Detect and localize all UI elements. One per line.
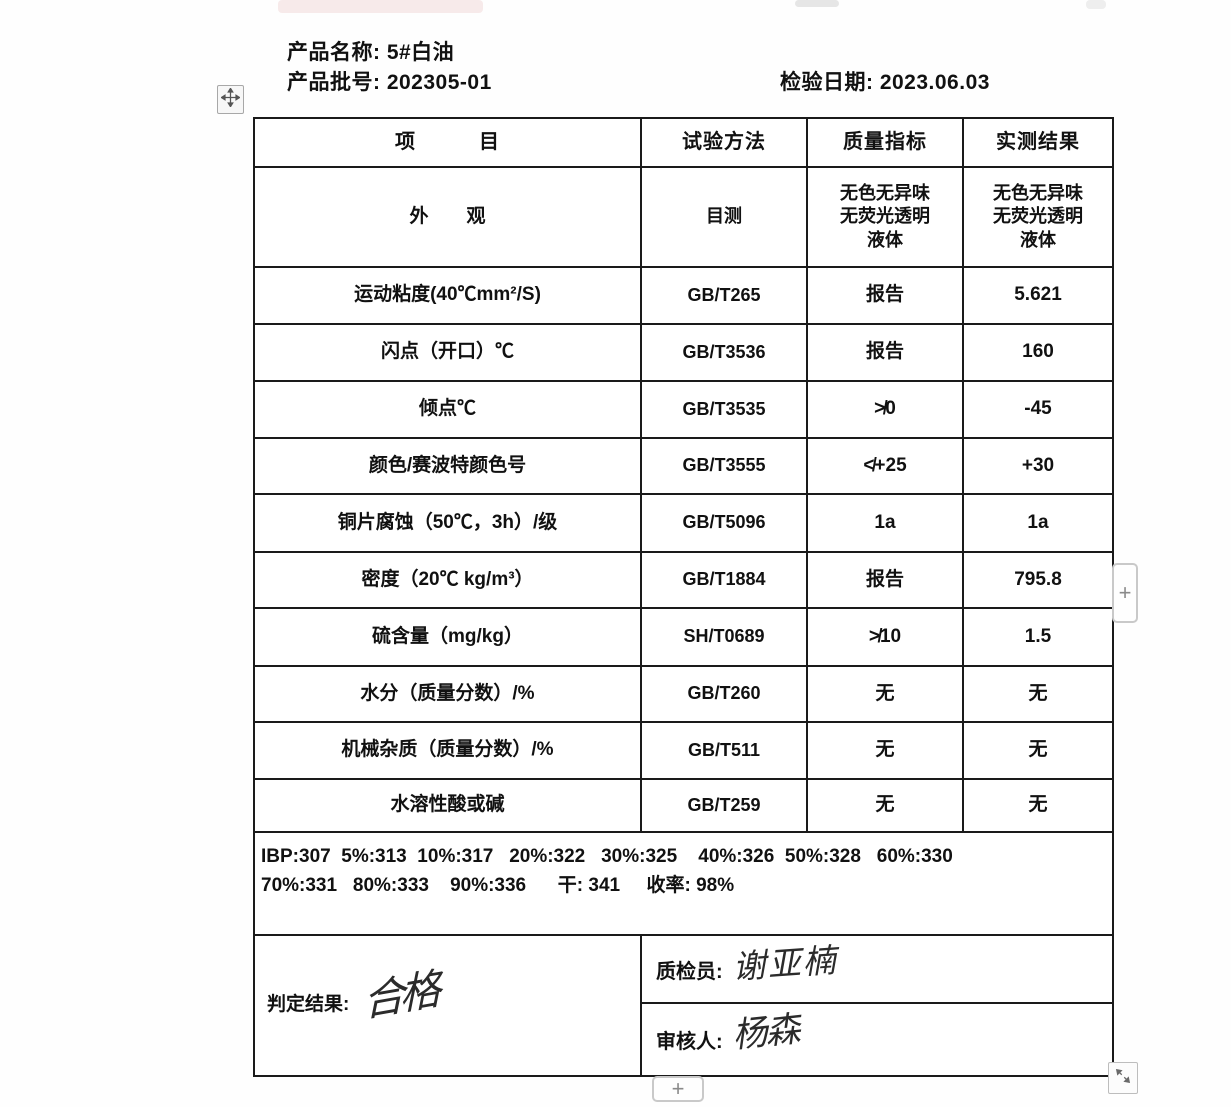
distillation-data: IBP:307 5%:313 10%:317 20%:322 30%:325 4…: [255, 833, 1112, 936]
inspector-signature: 谢亚楠: [731, 941, 839, 986]
header-cell-spec: 质量指标: [808, 119, 964, 168]
inspector-cell: 质检员: 谢亚楠: [642, 936, 1112, 1004]
verdict-signature: 合格: [362, 964, 438, 1026]
cell-result: 无: [964, 667, 1112, 723]
cell-spec: ≮+25: [808, 439, 964, 495]
header-cell-result: 实测结果: [964, 119, 1112, 168]
qc-table: 项 目 试验方法 质量指标 实测结果 外 观 目测 无色无异味 无荧光透明 液体…: [253, 117, 1114, 1077]
insert-row-button[interactable]: +: [1112, 563, 1138, 623]
header-cell-method: 试验方法: [642, 119, 808, 168]
cell-item: 倾点℃: [255, 382, 642, 439]
cell-result: 1.5: [964, 609, 1112, 667]
product-name: 产品名称: 5#白油: [287, 41, 455, 64]
product-batch: 产品批号: 202305-01: [287, 71, 492, 94]
cell-spec: 无: [808, 723, 964, 780]
cell-item: 水溶性酸或碱: [255, 780, 642, 833]
cell-item: 密度（20℃ kg/m³）: [255, 553, 642, 609]
reviewer-label: 审核人:: [656, 1031, 723, 1053]
cell-spec: 1a: [808, 495, 964, 553]
cell-method: GB/T3555: [642, 439, 808, 495]
cell-method: GB/T259: [642, 780, 808, 833]
cell-result: 160: [964, 325, 1112, 382]
cell-method: GB/T1884: [642, 553, 808, 609]
cell-item: 机械杂质（质量分数）/%: [255, 723, 642, 780]
cell-spec: 无色无异味 无荧光透明 液体: [808, 168, 964, 268]
cell-spec: 报告: [808, 268, 964, 325]
cell-item: 运动粘度(40℃mm²/S): [255, 268, 642, 325]
cell-result: +30: [964, 439, 1112, 495]
cell-item: 颜色/赛波特颜色号: [255, 439, 642, 495]
scan-smudge: [1086, 0, 1106, 9]
insert-column-button[interactable]: +: [652, 1076, 704, 1102]
cell-item: 硫含量（mg/kg）: [255, 609, 642, 667]
cell-result: 1a: [964, 495, 1112, 553]
cell-item: 闪点（开口）℃: [255, 325, 642, 382]
cell-result: 无: [964, 780, 1112, 833]
cell-method: 目测: [642, 168, 808, 268]
cell-result: 795.8: [964, 553, 1112, 609]
inspector-label: 质检员:: [656, 960, 723, 983]
table-resize-handle[interactable]: [1108, 1062, 1138, 1094]
cell-spec: 无: [808, 780, 964, 833]
inspection-date: 检验日期: 2023.06.03: [780, 71, 990, 94]
cell-result: -45: [964, 382, 1112, 439]
resize-diagonal-icon: [1113, 1066, 1133, 1091]
move-arrows-icon: [220, 86, 241, 112]
cell-item: 外 观: [255, 168, 642, 268]
signature-stack: 质检员: 谢亚楠 审核人: 杨森: [642, 936, 1112, 1075]
cell-item: 水分（质量分数）/%: [255, 667, 642, 723]
cell-result: 无色无异味 无荧光透明 液体: [964, 168, 1112, 268]
cell-result: 无: [964, 723, 1112, 780]
cell-spec: ≯10: [808, 609, 964, 667]
verdict-label: 判定结果:: [267, 994, 350, 1016]
scan-smudge: [278, 0, 483, 13]
scan-smudge: [795, 0, 839, 7]
cell-result: 5.621: [964, 268, 1112, 325]
cell-method: GB/T260: [642, 667, 808, 723]
verdict-cell: 判定结果: 合格: [255, 936, 642, 1075]
cell-spec: 报告: [808, 325, 964, 382]
cell-method: GB/T3536: [642, 325, 808, 382]
cell-method: GB/T3535: [642, 382, 808, 439]
cell-spec: 报告: [808, 553, 964, 609]
cell-method: GB/T5096: [642, 495, 808, 553]
cell-item: 铜片腐蚀（50℃，3h）/级: [255, 495, 642, 553]
reviewer-cell: 审核人: 杨森: [642, 1004, 1112, 1075]
table-move-handle[interactable]: [217, 85, 244, 114]
cell-method: GB/T265: [642, 268, 808, 325]
cell-method: GB/T511: [642, 723, 808, 780]
cell-spec: 无: [808, 667, 964, 723]
cell-spec: ≯0: [808, 382, 964, 439]
cell-method: SH/T0689: [642, 609, 808, 667]
header-cell-item: 项 目: [255, 119, 642, 168]
reviewer-signature: 杨森: [730, 1009, 800, 1056]
